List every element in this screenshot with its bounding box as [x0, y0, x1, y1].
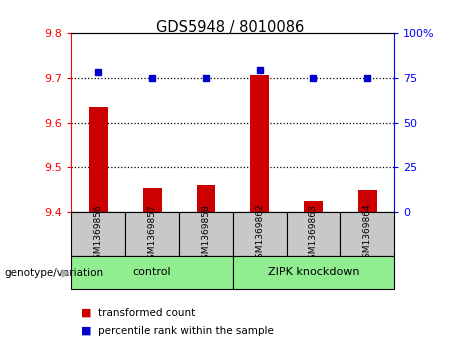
Text: GSM1369862: GSM1369862: [255, 204, 264, 265]
FancyBboxPatch shape: [287, 212, 340, 256]
Text: transformed count: transformed count: [98, 308, 195, 318]
Text: GDS5948 / 8010086: GDS5948 / 8010086: [156, 20, 305, 35]
Text: GSM1369856: GSM1369856: [94, 204, 103, 265]
FancyBboxPatch shape: [233, 212, 287, 256]
Text: genotype/variation: genotype/variation: [5, 268, 104, 278]
Text: ■: ■: [81, 326, 91, 336]
FancyBboxPatch shape: [71, 212, 125, 256]
Text: GSM1369864: GSM1369864: [363, 204, 372, 265]
Text: ■: ■: [81, 308, 91, 318]
Text: GSM1369863: GSM1369863: [309, 204, 318, 265]
Text: GSM1369857: GSM1369857: [148, 204, 157, 265]
Bar: [358, 190, 377, 212]
Bar: [304, 201, 323, 212]
Bar: [143, 188, 161, 212]
Text: percentile rank within the sample: percentile rank within the sample: [98, 326, 274, 336]
FancyBboxPatch shape: [71, 256, 233, 289]
Text: GSM1369858: GSM1369858: [201, 204, 210, 265]
Text: control: control: [133, 267, 171, 277]
FancyBboxPatch shape: [233, 256, 394, 289]
Bar: [250, 76, 269, 212]
Bar: [196, 185, 215, 212]
FancyBboxPatch shape: [179, 212, 233, 256]
FancyBboxPatch shape: [125, 212, 179, 256]
Bar: [89, 107, 108, 212]
Text: ZIPK knockdown: ZIPK knockdown: [268, 267, 359, 277]
FancyBboxPatch shape: [340, 212, 394, 256]
